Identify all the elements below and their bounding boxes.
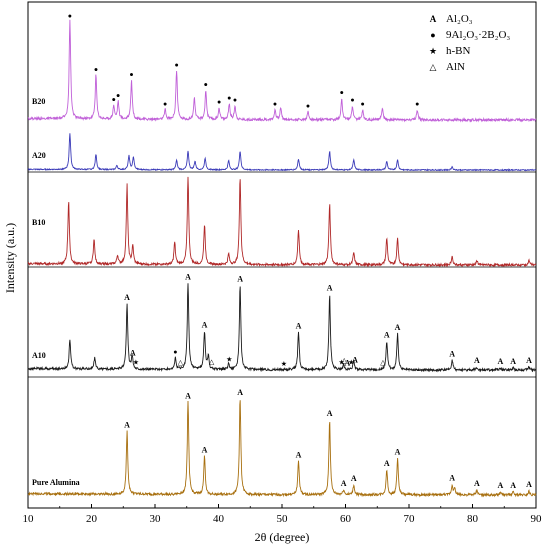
trace-b20 [27,19,537,123]
al2o3-mark: A [124,293,130,302]
al2o3-mark: A [124,421,130,430]
al2o3-mark: A [526,480,532,489]
x-tick-label-10: 10 [23,513,35,525]
al2o3-mark: A [202,320,208,329]
x-tick-label-50: 50 [277,513,289,525]
aluminum-borate-mark: ● [306,102,310,110]
aluminum-borate-mark: ● [273,100,277,108]
trace-pure-alumina [27,400,537,498]
trace-a10 [27,283,537,373]
aluminum-borate-mark: ● [361,100,365,108]
al2o3-mark: A [510,357,516,366]
al2o3-mark: A [474,356,480,365]
series-label-b20: B20 [32,97,45,106]
aln-mark: △ [178,358,184,366]
x-tick-label-80: 80 [467,513,479,525]
aln-mark: △ [209,358,215,366]
hbn-mark: ★ [133,359,139,367]
aln-mark: △ [342,356,348,364]
x-tick-label-70: 70 [404,513,416,525]
trace-b10 [27,176,537,268]
legend-hbn-label: h-BN [446,45,471,57]
panel-separators [28,171,536,378]
x-tick-label-60: 60 [340,513,352,525]
legend: A Al₂O₃ ● 9Al₂O₃·2B₂O₃ ★ h-BN △ AlN [429,13,510,73]
al2o3-mark: A [185,272,191,281]
al2o3-mark: A [474,479,480,488]
x-tick-label-40: 40 [213,513,225,525]
aluminum-borate-mark: ● [227,94,231,102]
al2o3-mark: A [395,323,401,332]
al2o3-mark: A [526,356,532,365]
al2o3-mark: A [237,388,243,397]
al2o3-mark: A [395,447,401,456]
al2o3-mark: A [498,357,504,366]
x-tick-label-20: 20 [86,513,98,525]
al2o3-mark: A [296,450,302,459]
aluminum-borate-mark: ● [350,96,354,104]
hbn-mark: ★ [226,356,232,364]
hbn-mark: ★ [348,359,354,367]
al2o3-mark: A [185,392,191,401]
legend-aln-label: AlN [446,61,465,73]
al2o3-mark: A [449,474,455,483]
al2o3-mark: A [341,479,347,488]
aluminum-borate-mark: ● [94,66,98,74]
x-axis: 10 20 30 40 50 60 70 80 90 [23,504,543,525]
al2o3-mark: A [202,445,208,454]
y-axis-label: Intensity (a.u.) [3,223,17,293]
legend-aluminum-borate-label: 9Al₂O₃·2B₂O₃ [446,29,510,41]
al2o3-mark: A [237,274,243,283]
al2o3-mark: A [510,481,516,490]
series-label-pure-alumina: Pure Alumina [32,478,80,487]
legend-al2o3-label: Al₂O₃ [446,13,473,25]
aluminum-borate-mark: ● [415,100,419,108]
plot-frame [27,1,537,509]
aluminum-borate-mark: ● [112,95,116,103]
al2o3-mark: A [130,349,136,358]
x-tick-label-30: 30 [150,513,162,525]
series-label-a20: A20 [32,151,46,160]
aluminum-borate-mark: ● [233,96,237,104]
al2o3-mark: A [327,284,333,293]
al2o3-mark: A [351,474,357,483]
series-label-b10: B10 [32,218,45,227]
x-axis-label: 2θ (degree) [255,530,310,544]
aluminum-borate-mark: ● [129,71,133,79]
al2o3-mark: A [345,358,351,367]
aluminum-borate-mark: ● [217,98,221,106]
aluminum-borate-mark: ● [173,348,177,356]
aluminum-borate-mark: ● [68,12,72,20]
hbn-mark: ★ [281,360,287,368]
trace-a20 [27,133,537,172]
al2o3-mark: A [327,409,333,418]
al2o3-mark: A [498,481,504,490]
al2o3-mark: A [296,321,302,330]
aluminum-borate-mark: ● [174,61,178,69]
aluminum-borate-mark: ● [340,88,344,96]
al2o3-mark: A [449,350,455,359]
series-labels: B20 A20 B10 A10 Pure Alumina [32,97,80,487]
hbn-mark: ★ [339,359,345,367]
al2o3-mark: A [384,459,390,468]
aluminum-borate-mark: ● [163,100,167,108]
legend-al2o3-symbol: A [430,14,437,24]
series-label-a10: A10 [32,351,46,360]
aln-mark: △ [380,358,386,366]
legend-hbn-symbol: ★ [429,46,437,56]
legend-aluminum-borate-symbol: ● [430,30,435,40]
series-traces [27,19,537,498]
x-tick-label-90: 90 [531,513,543,525]
al2o3-mark: A [352,356,358,365]
aluminum-borate-mark: ● [204,80,208,88]
aluminum-borate-mark: ● [116,92,120,100]
legend-aln-symbol: △ [430,62,437,72]
al2o3-mark: A [384,331,390,340]
